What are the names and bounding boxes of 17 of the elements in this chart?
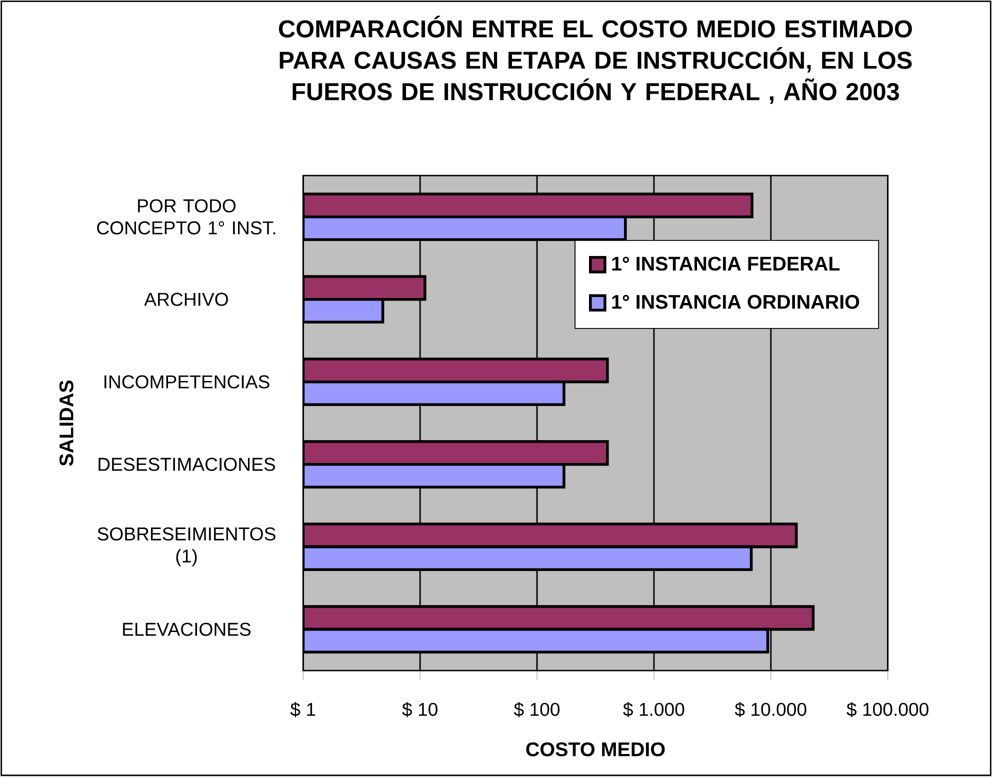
- x-axis-title: COSTO MEDIO: [526, 742, 665, 756]
- y-tick-label: INCOMPETENCIAS: [104, 375, 270, 389]
- legend-label: 1° INSTANCIA FEDERAL: [612, 256, 840, 271]
- y-tick-label: SOBRESEIMIENTOS (1): [98, 528, 276, 566]
- x-tick-label: $ 100: [514, 702, 560, 718]
- legend-label: 1° INSTANCIA ORDINARIO: [612, 295, 860, 309]
- x-tick-label: $ 10: [402, 702, 438, 718]
- y-tick-label: ELEVACIONES: [123, 622, 251, 636]
- y-tick-label: ARCHIVO: [144, 292, 228, 306]
- x-tick-label: $ 1: [290, 702, 316, 718]
- y-axis-title: SALIDAS: [59, 380, 74, 466]
- y-tick-label: DESESTIMACIONES: [98, 458, 276, 472]
- x-tick-label: $ 100.000: [846, 702, 928, 718]
- chart-title: COMPARACIÓN ENTRE EL COSTO MEDIO ESTIMADO PARA CAUSAS EN ETAPA DE INSTRUCCIÓN, EN LOS FUEROS DE INSTRUCCIÓN Y FEDERAL , AÑO 2003: [278, 16, 912, 104]
- x-tick-label: $ 10.000: [734, 702, 806, 718]
- x-tick-label: $ 1.000: [623, 702, 684, 718]
- y-tick-label: POR TODO CONCEPTO 1° INST.: [97, 199, 276, 235]
